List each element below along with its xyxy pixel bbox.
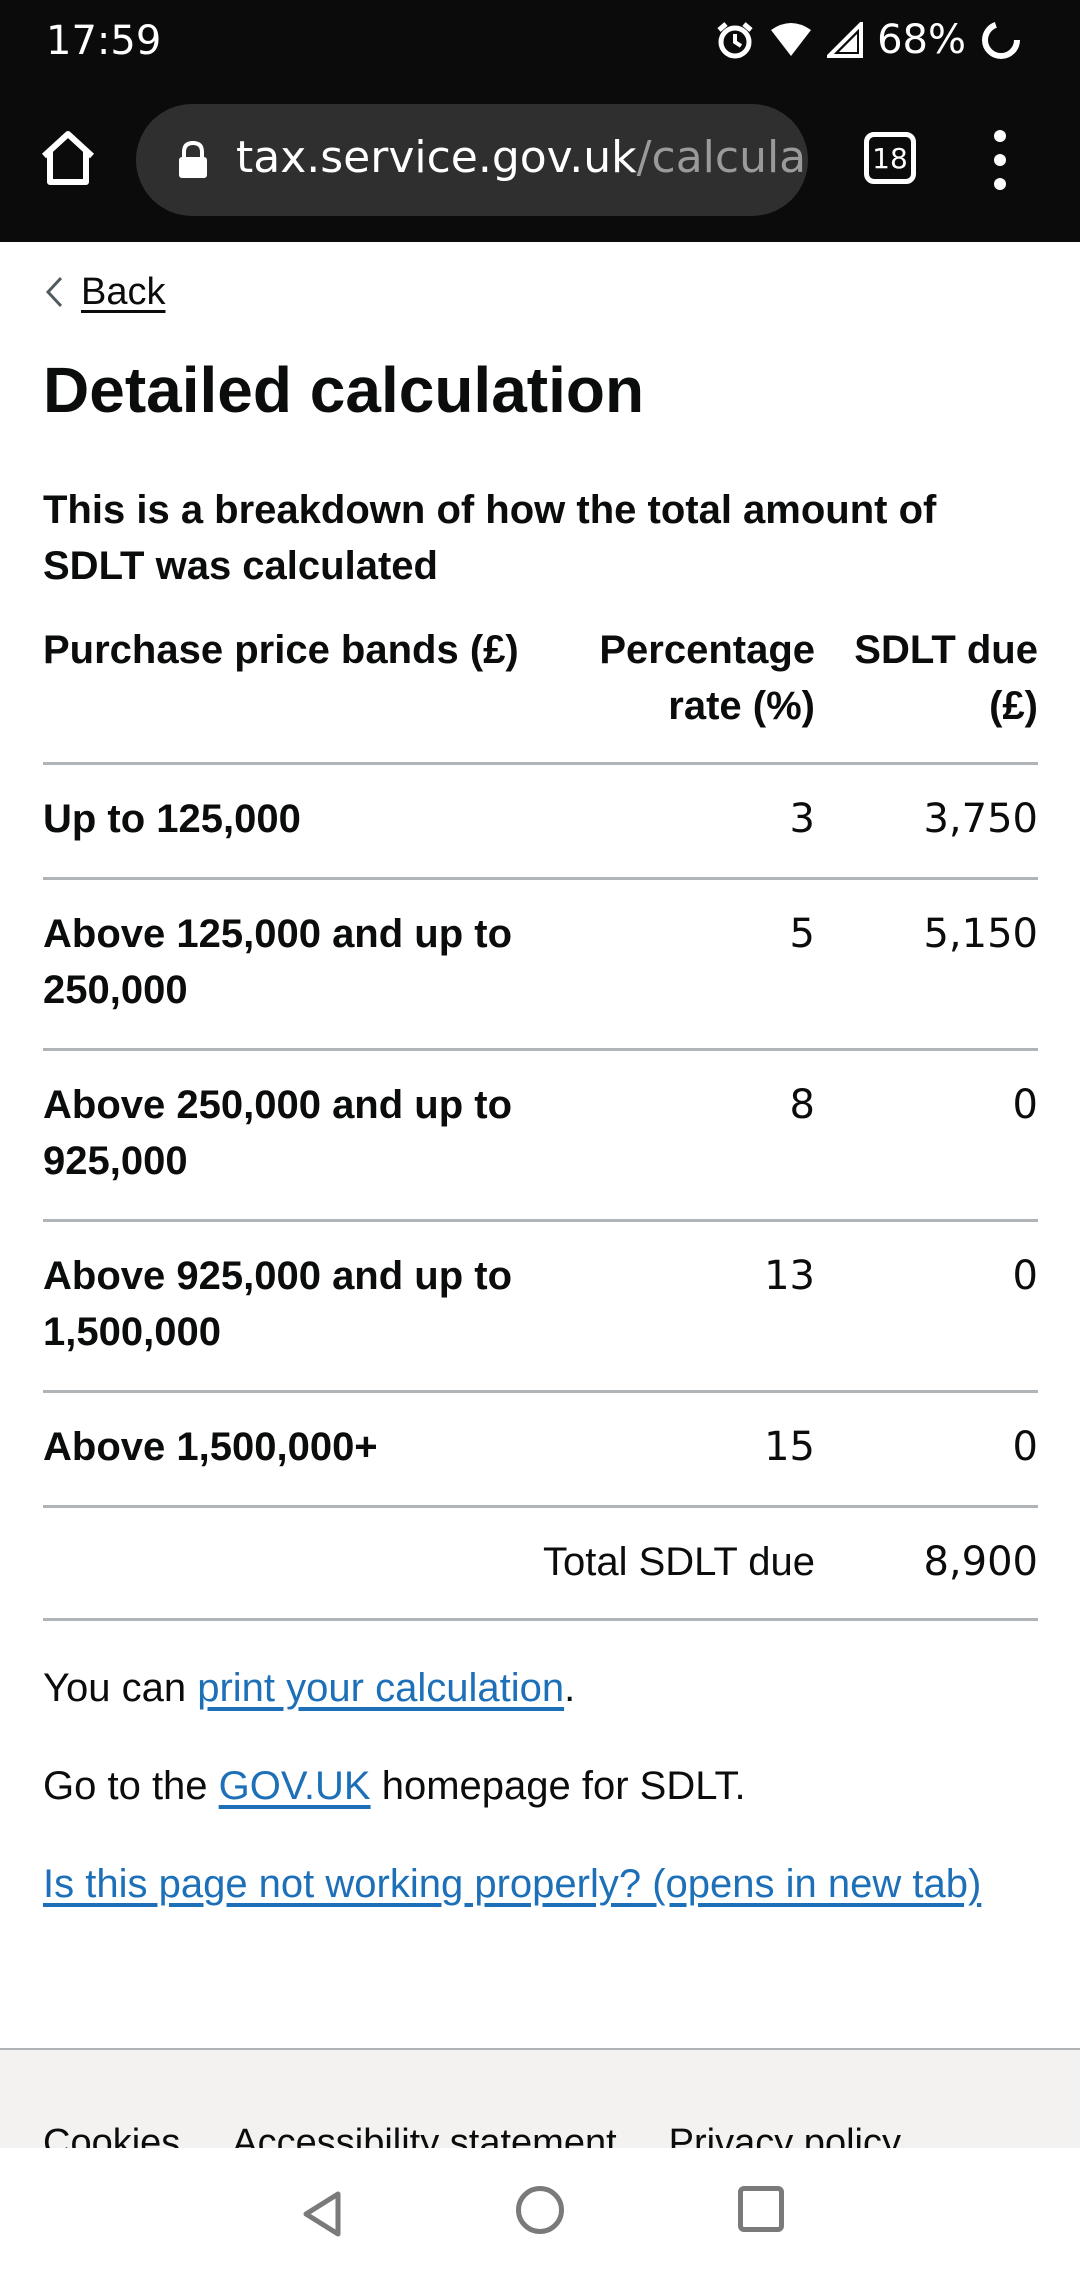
footer-links: Cookies Accessibility statement Privacy … [43,2122,901,2148]
due-cell: 5,150 [815,877,1038,1050]
footer-link-cookies[interactable]: Cookies [43,2122,181,2148]
footer-link-accessibility[interactable]: Accessibility statement [232,2122,617,2148]
rate-cell: 5 [533,877,815,1050]
total-empty-cell [43,1505,533,1621]
band-cell: Above 1,500,000+ [43,1390,533,1507]
tab-switcher-button[interactable]: 18 [864,132,916,184]
band-cell: Up to 125,000 [43,762,533,879]
calculation-table: Purchase price bands (£) Percentage rate… [43,622,1038,1621]
report-paragraph: Is this page not working properly? (open… [43,1856,1033,1912]
home-icon[interactable] [36,126,100,190]
back-link[interactable]: Back [43,266,165,318]
url-host: tax.service.gov.uk [236,132,637,183]
print-suffix: . [564,1666,576,1710]
alarm-icon [717,22,753,59]
back-link-label: Back [81,270,166,313]
govuk-homepage-link[interactable]: GOV.UK [218,1764,371,1808]
page-footer: Cookies Accessibility statement Privacy … [0,2048,1080,2148]
due-cell: 3,750 [815,762,1038,879]
url-path: /calculate- [636,132,808,183]
due-cell: 0 [815,1048,1038,1221]
status-icons: 68% [715,14,1022,66]
table-row: Up to 125,000 3 3,750 [43,762,1038,879]
total-label: Total SDLT due [533,1505,815,1621]
address-bar[interactable]: tax.service.gov.uk/calculate- [136,104,808,216]
table-row: Above 925,000 and up to 1,500,000 13 0 [43,1219,1038,1392]
band-cell: Above 925,000 and up to 1,500,000 [43,1219,533,1392]
url-text: tax.service.gov.uk/calculate- [236,132,808,183]
govuk-suffix: homepage for SDLT. [370,1764,746,1808]
govuk-prefix: Go to the [43,1764,219,1808]
rate-cell: 15 [533,1390,815,1507]
nav-back-icon[interactable] [296,2188,348,2240]
battery-percent: 68% [877,17,966,63]
header-rate: Percentage rate (%) [599,628,815,728]
rate-cell: 13 [533,1219,815,1392]
chevron-left-icon [45,276,63,308]
footer-link-privacy[interactable]: Privacy policy [668,2122,901,2148]
rate-cell: 8 [533,1048,815,1221]
table-caption: This is a breakdown of how the total amo… [43,488,937,588]
signal-icon [827,22,864,58]
total-row: Total SDLT due 8,900 [43,1505,1038,1621]
wifi-icon [771,23,812,56]
nav-home-icon[interactable] [516,2186,564,2234]
header-due: SDLT due (£) [854,628,1038,728]
band-cell: Above 250,000 and up to 925,000 [43,1048,533,1221]
header-band: Purchase price bands (£) [43,628,519,672]
band-cell: Above 125,000 and up to 250,000 [43,877,533,1050]
print-calculation-link[interactable]: print your calculation [197,1666,565,1710]
print-paragraph: You can print your calculation. [43,1660,1033,1716]
status-time: 17:59 [46,18,162,64]
table-row: Above 1,500,000+ 15 0 [43,1390,1038,1507]
due-cell: 0 [815,1390,1038,1507]
table-row: Above 250,000 and up to 925,000 8 0 [43,1048,1038,1221]
print-prefix: You can [43,1666,198,1710]
battery-icon [982,21,1020,59]
lock-icon [179,140,207,178]
govuk-paragraph: Go to the GOV.UK homepage for SDLT. [43,1758,1033,1814]
rate-cell: 3 [533,762,815,879]
table-row: Above 125,000 and up to 250,000 5 5,150 [43,877,1038,1050]
system-nav-bar [0,2148,1080,2280]
browser-toolbar: tax.service.gov.uk/calculate- 18 [0,80,1080,242]
menu-icon[interactable] [976,130,1024,190]
nav-recents-icon[interactable] [738,2186,784,2232]
page-title: Detailed calculation [43,354,645,426]
status-bar: 17:59 68% [0,0,1080,80]
table-header-row: Purchase price bands (£) Percentage rate… [43,622,1038,764]
report-problem-link[interactable]: Is this page not working properly? (open… [43,1862,982,1906]
total-value: 8,900 [815,1505,1038,1621]
due-cell: 0 [815,1219,1038,1392]
